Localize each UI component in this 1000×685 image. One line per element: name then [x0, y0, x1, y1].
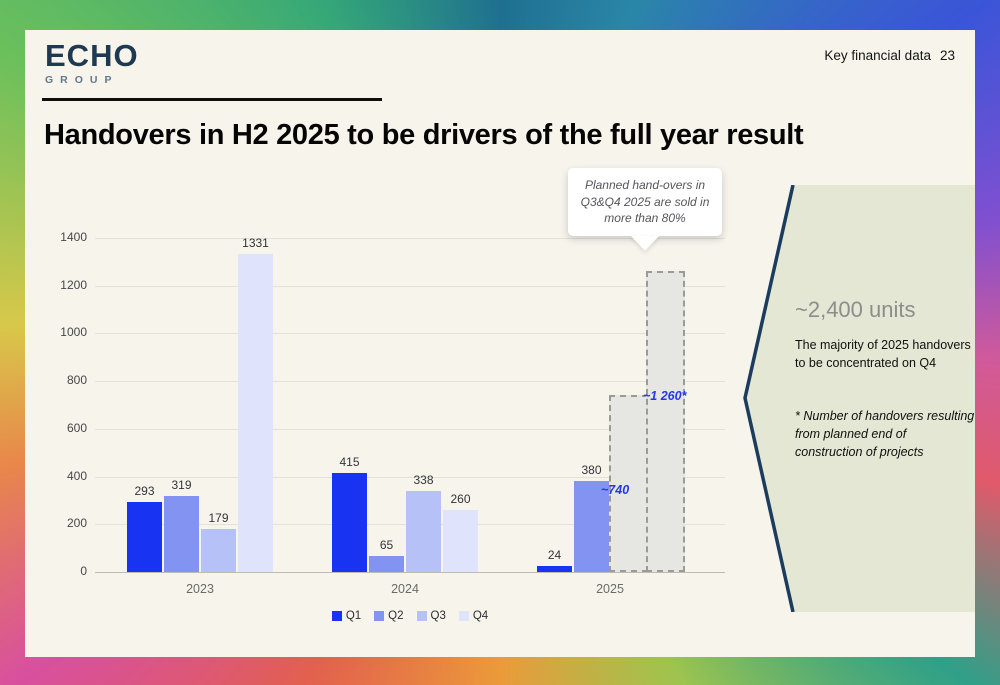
y-axis-tick: 0: [80, 564, 87, 578]
y-axis-tick: 200: [66, 516, 87, 531]
units-footnote: * Number of handovers resulting from pla…: [795, 409, 975, 460]
bar-value-label: 338: [413, 473, 434, 488]
bar-2024-Q4: [443, 509, 478, 572]
y-axis-tick: 400: [66, 468, 87, 483]
gridline: [95, 333, 725, 335]
legend-swatch-icon: [331, 611, 342, 621]
bar-2023-Q1: [127, 502, 162, 572]
legend-item-Q3: Q3: [416, 610, 446, 622]
chevron-fill: [745, 185, 975, 612]
chevron-shape: [743, 185, 975, 612]
callout-box: Planned hand-overs in Q3&Q4 2025 are sol…: [568, 168, 722, 251]
page-number: 23: [939, 48, 955, 63]
y-axis-tick: 1200: [60, 277, 87, 292]
page-label: Key financial data: [824, 48, 931, 63]
echo-group-logo: ECHO GROUP: [45, 40, 139, 86]
bar-value-label: 179: [208, 511, 229, 526]
x-axis-label: 2024: [391, 582, 419, 596]
bar-2023-Q3: [201, 529, 236, 572]
gridline: [95, 572, 725, 573]
bar-value-label: 293: [134, 484, 155, 499]
gridline: [95, 428, 725, 430]
bar-value-label: 415: [339, 454, 360, 469]
gridline: [95, 238, 725, 239]
x-axis-label: 2023: [186, 582, 214, 596]
legend-label: Q4: [472, 610, 489, 622]
callout-text: Planned hand-overs in Q3&Q4 2025 are sol…: [580, 178, 710, 226]
side-panel: ~2,400 units The majority of 2025 handov…: [740, 185, 975, 612]
bar-value-label: 380: [581, 463, 602, 478]
bar-2024-Q2: [369, 556, 404, 572]
bar-2023-Q2: [164, 495, 199, 572]
legend-item-Q4: Q4: [458, 610, 489, 622]
bar-2023-Q4: [238, 254, 273, 572]
gridline: [95, 285, 725, 287]
legend-swatch-icon: [374, 611, 385, 621]
legend-item-Q1: Q1: [331, 610, 362, 622]
logo-primary-text: ECHO: [45, 38, 139, 73]
legend-swatch-icon: [416, 611, 427, 621]
logo-secondary-text: GROUP: [45, 74, 119, 86]
legend-swatch-icon: [458, 611, 469, 621]
slide-content: ECHO GROUP Key financial data 23 Handove…: [25, 30, 975, 657]
bar-value-label: 65: [379, 538, 394, 553]
bar-2025-Q2: [574, 481, 609, 572]
bar-2024-Q1: [332, 472, 367, 572]
legend-label: Q3: [430, 610, 446, 622]
bar-value-label: 1331: [242, 236, 269, 251]
gridline: [95, 381, 725, 383]
title-divider: [42, 98, 382, 101]
planned-bar-2025-Q3: [609, 395, 648, 572]
x-axis-label: 2025: [596, 582, 624, 596]
legend-item-Q2: Q2: [374, 610, 404, 622]
planned-value-label: ~1 260*: [643, 389, 687, 403]
planned-bar-2025-Q4: [646, 271, 685, 572]
y-axis-tick: 800: [66, 373, 87, 388]
legend-label: Q1: [345, 610, 362, 622]
bar-value-label: 24: [547, 548, 562, 563]
callout-pointer-icon: [631, 235, 659, 251]
units-subtext: The majority of 2025 handovers to be con…: [795, 338, 971, 370]
legend-label: Q2: [388, 610, 404, 622]
bar-2024-Q3: [406, 491, 441, 572]
units-headline: ~2,400 units: [795, 297, 916, 322]
bar-value-label: 319: [171, 477, 192, 492]
bar-2025-Q1: [537, 566, 572, 572]
y-axis-tick: 1000: [60, 325, 87, 340]
y-axis-tick: 1400: [60, 230, 87, 244]
chevron-border-line: [743, 185, 795, 612]
chart: 0 200 400 600 800 1000 1200 1400 2023 293 319 179 13…: [60, 230, 725, 622]
gridline: [95, 476, 725, 478]
slide-title: Handovers in H2 2025 to be drivers of th…: [44, 119, 804, 151]
planned-value-label: ~740: [601, 483, 630, 497]
page-reference: Key financial data 23: [824, 48, 955, 63]
legend: Q1 Q2 Q3 Q4: [95, 610, 725, 622]
bar-value-label: 260: [450, 491, 471, 506]
y-axis-tick: 600: [66, 420, 87, 435]
